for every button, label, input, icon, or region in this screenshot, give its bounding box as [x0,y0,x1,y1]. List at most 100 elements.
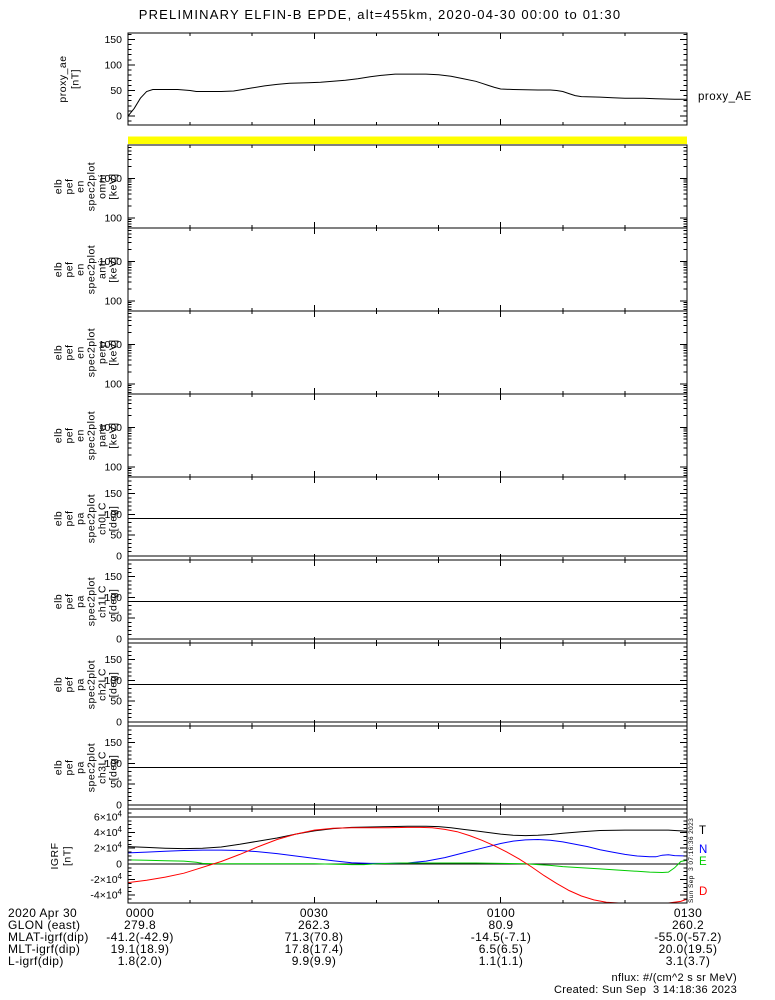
data-line [127,73,687,117]
ytick-label: 100 [104,59,122,71]
panel-ylabel: pef [64,261,76,277]
panel-ylabel: spec2plot [86,494,98,543]
ytick-label: 0 [116,799,122,811]
ytick-label: -2×104 [90,872,122,886]
x-axis-time-label: 0130 [673,906,703,920]
panel-ylabel: en [75,429,87,442]
panel-ylabel: spec2plot [86,743,98,792]
panel-frame [127,227,688,312]
panel-ylabel: elb [53,345,65,361]
panel-ylabel: para [97,424,109,447]
panel-ylabel: elb [53,760,65,776]
ytick-label: 150 [104,654,122,666]
panel-frame [127,32,688,126]
footer-value: 262.3 [297,918,331,932]
footer-row-label: MLT-igrf(dip) [8,942,81,956]
page-title: PRELIMINARY ELFIN-B EPDE, alt=455km, 202… [138,7,622,22]
ytick-label: 100 [104,675,122,687]
panel-ylabel: pef [64,344,76,360]
ytick-label: 100 [104,461,122,473]
panel-ylabel: pef [64,759,76,775]
footer-value: 279.8 [123,918,157,932]
data-line [127,826,688,904]
panel-ylabel: [deg] [108,672,120,698]
ytick-label: 0 [116,111,122,123]
panel-ylabel: [deg] [108,755,120,781]
panel-ylabel: pa [75,761,87,774]
ytick-label: 100 [104,378,122,390]
footer-value: -41.2(-42.9) [106,930,174,944]
ytick-label: 50 [110,779,122,791]
ytick-label: 150 [104,571,122,583]
coverage-bar [128,136,687,144]
panel-ylabel: pa [75,678,87,691]
data-line [127,825,688,850]
ytick-label: 1000 [99,256,123,268]
igrf-series-label-N: N [699,844,708,856]
ytick-label: 100 [104,509,122,521]
panel-ylabel: ch2LC [97,668,109,701]
ytick-label: 0 [116,550,122,562]
footer-value: 1.1(1.1) [478,954,524,968]
ytick-label: 100 [104,592,122,604]
panel-ylabel: en [75,263,87,276]
footer-value: -14.5(-7.1) [470,930,532,944]
footer-value: 1.8(2.0) [117,954,163,968]
ytick-label: -4×104 [90,888,122,902]
panel-ylabel: pef [64,427,76,443]
panel-ylabel: ch3LC [97,751,109,784]
ytick-label: 100 [104,758,122,770]
footer-row-label: 2020 Apr 30 [8,906,78,920]
data-line [127,859,688,874]
footer-value: 6.5(6.5) [478,942,524,956]
igrf-series-label-T: T [699,825,707,837]
proxy-ae-series-label: proxy_AE [698,91,752,103]
panel-ylabel: pef [64,510,76,526]
ytick-label: 100 [104,212,122,224]
panel-ylabel: ch0LC [97,502,109,535]
footer-value: 19.1(18.9) [110,942,170,956]
panel-ylabel: spec2plot [86,328,98,377]
ytick-label: 150 [104,34,122,46]
footer-value: 3.1(3.7) [665,954,711,968]
panel-ylabel: pa [75,512,87,525]
ytick-label: 100 [104,295,122,307]
ytick-label: 50 [110,696,122,708]
footer-row-label: MLAT-igrf(dip) [8,930,89,944]
created-timestamp: Created: Sun Sep 3 14:18:36 2023 [554,984,737,996]
panel-ylabel: elb [53,262,65,278]
ytick-label: 4×104 [94,825,123,839]
panel-ylabel: en [75,180,87,193]
ytick-label: 6×104 [94,809,123,823]
footer-value: 71.3(70.8) [284,930,344,944]
panel-ylabel: [keV] [108,173,120,199]
panel-ylabel: [keV] [108,256,120,282]
ytick-label: 0 [116,716,122,728]
ytick-label: 150 [104,737,122,749]
panel-ylabel: pef [64,676,76,692]
ytick-label: 0 [116,858,122,870]
panel-ylabel: en [75,346,87,359]
panel-ylabel: IGRF [49,842,61,869]
panel-ylabel: [keV] [108,422,120,448]
ytick-label: 1000 [99,339,123,351]
ytick-label: 50 [110,613,122,625]
footer-value: 260.2 [671,918,705,932]
panel-ylabel: elb [53,677,65,693]
ytick-label: 0 [116,633,122,645]
ytick-label: 50 [110,85,122,97]
ytick-label: 150 [104,488,122,500]
panel-ylabel: ch1LC [97,585,109,618]
data-line [127,838,688,864]
panel-ylabel: spec2plot [86,577,98,626]
panel-ylabel: proxy_ae [57,55,69,102]
panel-ylabel: spec2plot [86,162,98,211]
footer-row-label: GLON (east) [8,918,81,932]
footer-value: -55.0(-57.2) [654,930,722,944]
panel-ylabel: [keV] [108,339,120,365]
ytick-label: 1000 [99,422,123,434]
panel-ylabel: [nT] [62,846,74,866]
footer-row-label: L-igrf(dip) [8,954,64,968]
ytick-label: 1000 [99,173,123,185]
